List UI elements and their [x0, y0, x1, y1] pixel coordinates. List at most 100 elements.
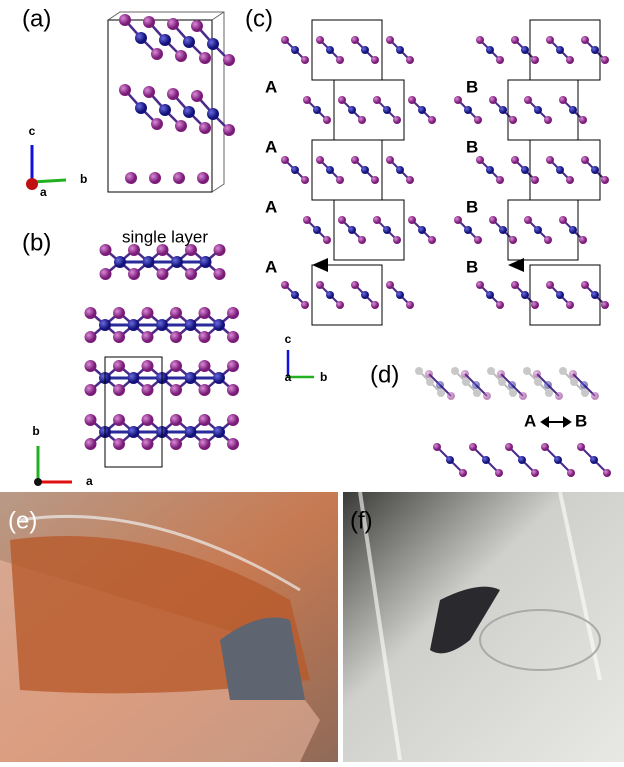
panel-label: (f) [350, 507, 373, 534]
axis-label: a [86, 474, 93, 488]
atom [316, 36, 324, 44]
unit-cell [312, 265, 382, 325]
atom [100, 268, 112, 280]
photo-f [343, 492, 624, 762]
atom [591, 46, 599, 54]
atom [326, 46, 334, 54]
panel-label: (c) [245, 5, 273, 32]
atom [301, 176, 309, 184]
atom [303, 96, 311, 104]
atom [546, 156, 554, 164]
atom [142, 360, 154, 372]
atom [159, 104, 171, 116]
atom [191, 20, 203, 32]
atom [509, 116, 517, 124]
figure: (a) (b) (c) (d) (e) (f) single layer c b… [0, 0, 624, 762]
atom [386, 36, 394, 44]
atom [581, 281, 589, 289]
atom [338, 216, 346, 224]
atom [544, 236, 552, 244]
atom [170, 331, 182, 343]
atom [113, 384, 125, 396]
atom [142, 414, 154, 426]
atom [473, 389, 481, 397]
atom [351, 36, 359, 44]
atom [227, 307, 239, 319]
panel-label: (b) [22, 229, 51, 256]
atom [474, 116, 482, 124]
atom [603, 469, 611, 477]
atom [170, 360, 182, 372]
atom [521, 291, 529, 299]
atom [383, 106, 391, 114]
atom [223, 124, 235, 136]
atom [113, 414, 125, 426]
panel-label: (a) [22, 5, 51, 32]
atom [113, 331, 125, 343]
atom [128, 319, 140, 331]
atom [464, 106, 472, 114]
atom [85, 438, 97, 450]
atom [396, 291, 404, 299]
unit-cell [334, 200, 404, 260]
atom [601, 176, 609, 184]
stack-label: A [265, 137, 277, 156]
atom [418, 106, 426, 114]
photo-e [0, 492, 338, 762]
atom [519, 392, 527, 400]
atom [173, 172, 185, 184]
atom [396, 166, 404, 174]
atom [591, 166, 599, 174]
atom [142, 331, 154, 343]
atom [534, 106, 542, 114]
atom [338, 96, 346, 104]
atom [511, 281, 519, 289]
atom [371, 56, 379, 64]
atom [499, 106, 507, 114]
atom [511, 36, 519, 44]
atom [348, 106, 356, 114]
atom [119, 14, 131, 26]
atom [505, 443, 513, 451]
atom [496, 176, 504, 184]
atom [393, 236, 401, 244]
atom [313, 226, 321, 234]
atom [119, 84, 131, 96]
axes-c: c a b [285, 332, 328, 384]
atom [406, 301, 414, 309]
atom [476, 156, 484, 164]
atom [556, 46, 564, 54]
atom [351, 156, 359, 164]
atom [167, 88, 179, 100]
atom [498, 378, 506, 386]
atom [495, 469, 503, 477]
atom [199, 414, 211, 426]
atom [408, 96, 416, 104]
atom [199, 360, 211, 372]
atom [556, 166, 564, 174]
atom [544, 116, 552, 124]
atom [373, 96, 381, 104]
atom [534, 226, 542, 234]
atom [199, 331, 211, 343]
panel-label: (d) [370, 361, 399, 388]
atom [85, 384, 97, 396]
atom [323, 116, 331, 124]
atom [361, 46, 369, 54]
atom [559, 216, 567, 224]
atom [113, 360, 125, 372]
atom [579, 236, 587, 244]
atom [454, 216, 462, 224]
atom [175, 50, 187, 62]
atom [569, 226, 577, 234]
unit-cell [508, 200, 578, 260]
atom [100, 244, 112, 256]
atom [509, 236, 517, 244]
axis-label: c [29, 124, 36, 138]
atom [590, 456, 598, 464]
atom [531, 56, 539, 64]
atom [191, 90, 203, 102]
axis-label: c [285, 332, 292, 346]
atom [85, 331, 97, 343]
axis-label: a [40, 185, 47, 199]
